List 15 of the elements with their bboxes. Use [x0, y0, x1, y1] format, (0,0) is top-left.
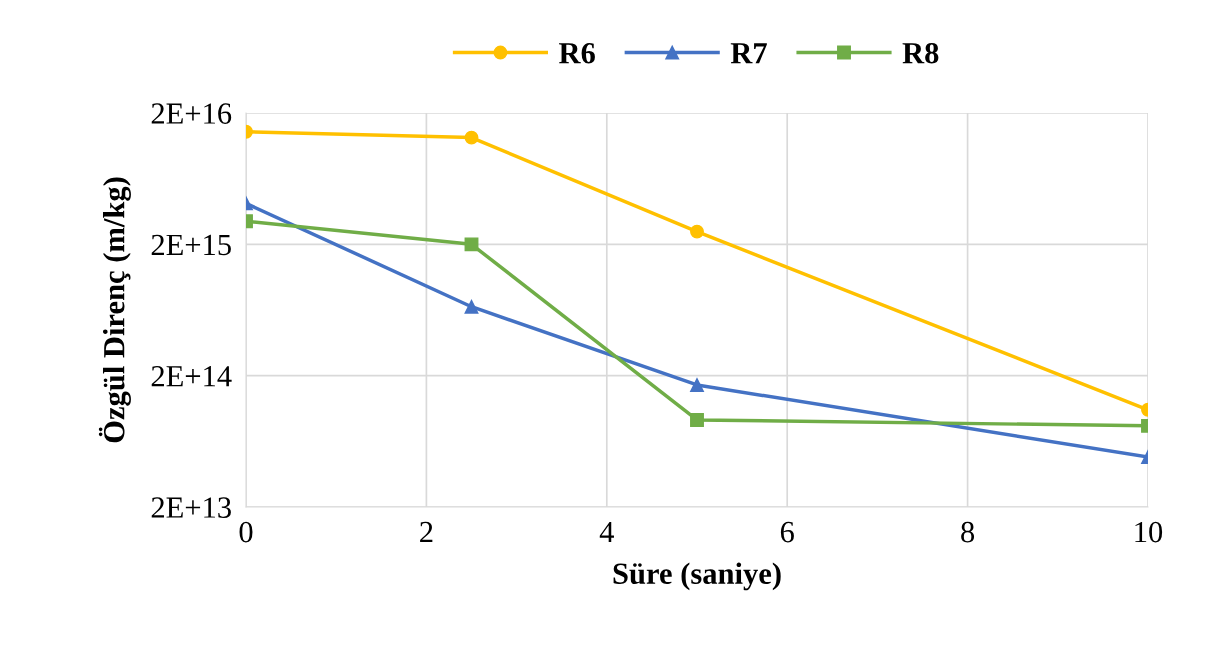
x-tick-label: 8: [961, 521, 975, 543]
y-axis-title: Özgül Direnç (m/kg): [98, 177, 131, 443]
x-tick-label: 6: [780, 521, 794, 543]
x-tick-label: 2: [420, 521, 433, 543]
y-tick-label: 2E+14: [151, 366, 232, 387]
x-tick-label: 4: [599, 521, 614, 543]
x-tick-label: 0: [239, 521, 253, 543]
legend-label: R6: [559, 43, 595, 64]
y-tick-label: 2E+15: [151, 234, 231, 256]
y-tick-label: 2E+16: [151, 103, 232, 124]
legend-label: R8: [902, 42, 939, 64]
x-tick-label: 10: [1135, 521, 1163, 543]
legend-label: R7: [730, 43, 767, 64]
x-axis-title: Süre (saniye): [613, 562, 781, 591]
y-tick-label: 2E+13: [151, 497, 231, 518]
